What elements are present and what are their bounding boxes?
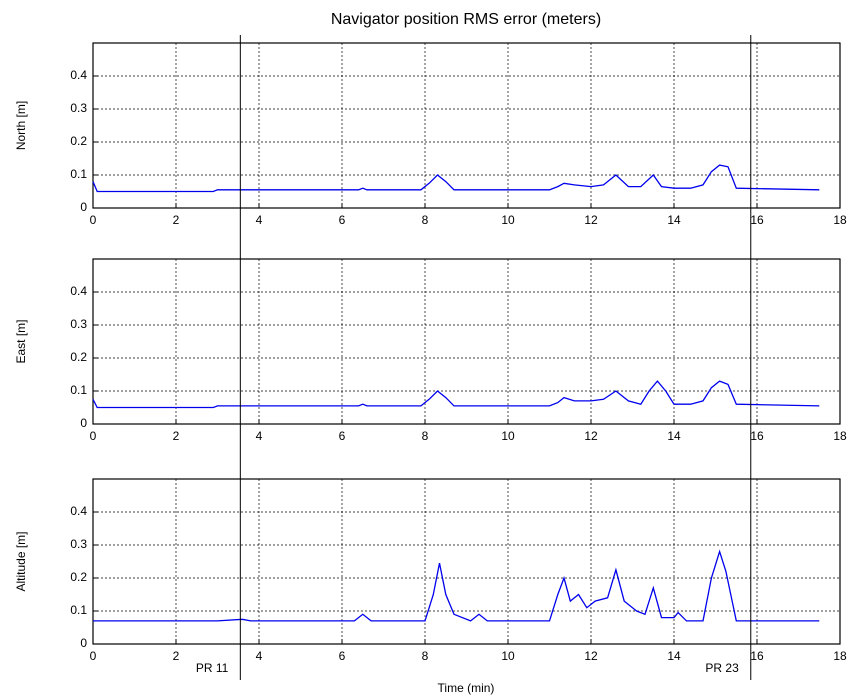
x-tick-label: 6 (339, 213, 346, 227)
x-tick-label: 0 (90, 429, 97, 443)
x-tick-label: 4 (256, 649, 263, 663)
y-tick-label: 0.3 (70, 317, 87, 331)
y-tick-label: 0.3 (70, 537, 87, 551)
y-tick-label: 0 (80, 636, 87, 650)
y-axis-label: Altitude [m] (14, 531, 28, 591)
x-tick-label: 16 (750, 213, 764, 227)
y-tick-label: 0.1 (70, 603, 87, 617)
x-tick-label: 10 (501, 429, 515, 443)
x-tick-label: 4 (256, 213, 263, 227)
x-tick-label: 12 (584, 649, 598, 663)
x-axis-label: Time (min) (438, 681, 495, 695)
x-tick-label: 0 (90, 649, 97, 663)
plot-frame (92, 42, 841, 209)
x-tick-label: 2 (173, 213, 180, 227)
y-tick-label: 0.2 (70, 570, 87, 584)
y-tick-label: 0.1 (70, 167, 87, 181)
x-tick-label: 12 (584, 213, 598, 227)
y-tick-label: 0.4 (70, 284, 87, 298)
y-axis-label: North [m] (14, 101, 28, 150)
x-tick-label: 16 (750, 429, 764, 443)
y-tick-label: 0.2 (70, 134, 87, 148)
x-tick-label: 4 (256, 429, 263, 443)
y-axis-label: East [m] (14, 319, 28, 363)
x-tick-label: 12 (584, 429, 598, 443)
x-tick-label: 14 (667, 429, 681, 443)
x-tick-label: 0 (90, 213, 97, 227)
x-tick-label: 18 (833, 649, 847, 663)
x-tick-label: 8 (422, 649, 429, 663)
x-tick-label: 10 (501, 213, 515, 227)
y-tick-label: 0.4 (70, 68, 87, 82)
x-tick-label: 14 (667, 213, 681, 227)
x-tick-label: 8 (422, 213, 429, 227)
x-tick-label: 2 (173, 429, 180, 443)
plot-frame (92, 258, 841, 425)
y-tick-label: 0 (80, 200, 87, 214)
x-tick-label: 2 (173, 649, 180, 663)
x-tick-label: 14 (667, 649, 681, 663)
y-tick-label: 0 (80, 416, 87, 430)
plot-frame (92, 478, 841, 645)
y-tick-label: 0.4 (70, 504, 87, 518)
x-tick-label: 8 (422, 429, 429, 443)
annotation: PR 23 (705, 661, 739, 675)
y-tick-label: 0.1 (70, 383, 87, 397)
annotation: PR 11 (196, 661, 229, 675)
x-tick-label: 10 (501, 649, 515, 663)
x-tick-label: 16 (750, 649, 764, 663)
x-tick-label: 18 (833, 213, 847, 227)
chart-title: Navigator position RMS error (meters) (331, 11, 601, 28)
x-tick-label: 18 (833, 429, 847, 443)
data-line (92, 164, 820, 193)
y-tick-label: 0.3 (70, 101, 87, 115)
x-tick-label: 6 (339, 429, 346, 443)
y-tick-label: 0.2 (70, 350, 87, 364)
x-tick-label: 6 (339, 649, 346, 663)
data-line (93, 549, 820, 622)
data-line (92, 380, 820, 409)
